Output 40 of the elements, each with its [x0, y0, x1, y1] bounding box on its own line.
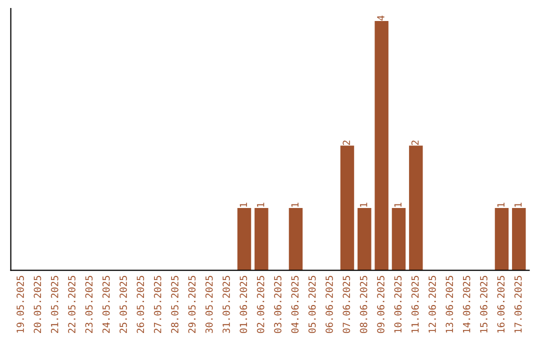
x-tick-label: 26.05.2025	[136, 276, 144, 333]
x-tick-label: 07.06.2025	[342, 276, 350, 334]
x-tick-label: 21.05.2025	[50, 276, 58, 333]
x-tick-label: 08.06.2025	[360, 276, 368, 334]
data-label: 1	[514, 202, 522, 207]
x-tick-label: 28.05.2025	[171, 276, 178, 333]
x-tick-label: 06.06.2025	[326, 276, 333, 334]
x-tick-label: 31.05.2025	[222, 276, 230, 334]
data-label: 2	[411, 140, 419, 145]
data-label: 4	[377, 16, 384, 20]
x-tick-label: 05.06.2025	[308, 276, 316, 334]
data-label: 1	[394, 202, 402, 207]
x-tick-label: 11.06.2025	[411, 276, 419, 333]
x-tick-label: 19.05.2025	[16, 276, 24, 333]
x-tick-label: 22.05.2025	[68, 276, 76, 333]
x-tick-label: 27.05.2025	[154, 276, 162, 333]
x-tick-label: 04.06.2025	[291, 276, 299, 334]
x-tick-label: 23.05.2025	[85, 276, 93, 333]
data-label: 1	[291, 202, 298, 207]
x-tick-label: 09.06.2025	[377, 276, 384, 334]
x-tick-label: 17.06.2025	[514, 276, 522, 333]
x-tick-label: 10.06.2025	[394, 276, 402, 333]
data-label: 1	[497, 202, 504, 207]
data-label: 1	[360, 202, 368, 207]
x-tick-label: 29.05.2025	[188, 276, 196, 333]
x-tick-label: 02.06.2025	[256, 276, 264, 334]
x-tick-label: 13.06.2025	[446, 276, 454, 333]
data-label: 2	[342, 140, 350, 145]
x-tick-label: 14.06.2025	[462, 276, 470, 333]
x-tick-label: 01.06.2025	[240, 276, 248, 334]
x-tick-label: 25.05.2025	[120, 276, 127, 333]
x-tick-label: 20.05.2025	[34, 276, 42, 333]
data-label: 1	[257, 202, 264, 207]
x-tick-label: 15.06.2025	[480, 276, 488, 333]
x-tick-label: 12.06.2025	[428, 276, 436, 333]
x-tick-label: 16.06.2025	[497, 276, 505, 333]
x-tick-label: 30.05.2025	[205, 276, 213, 334]
data-label: 1	[240, 202, 247, 207]
x-tick-label: 03.06.2025	[274, 276, 282, 334]
x-tick-label: 24.05.2025	[102, 276, 110, 333]
